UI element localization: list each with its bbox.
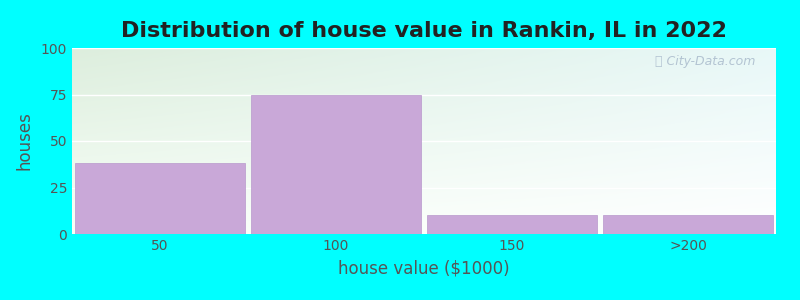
Title: Distribution of house value in Rankin, IL in 2022: Distribution of house value in Rankin, I…	[121, 21, 727, 41]
Bar	[426, 215, 598, 234]
Y-axis label: houses: houses	[16, 112, 34, 170]
Bar	[602, 215, 774, 234]
Text: ⓘ City-Data.com: ⓘ City-Data.com	[654, 56, 755, 68]
Bar	[74, 163, 246, 234]
X-axis label: house value ($1000): house value ($1000)	[338, 260, 510, 278]
Bar	[250, 94, 422, 234]
